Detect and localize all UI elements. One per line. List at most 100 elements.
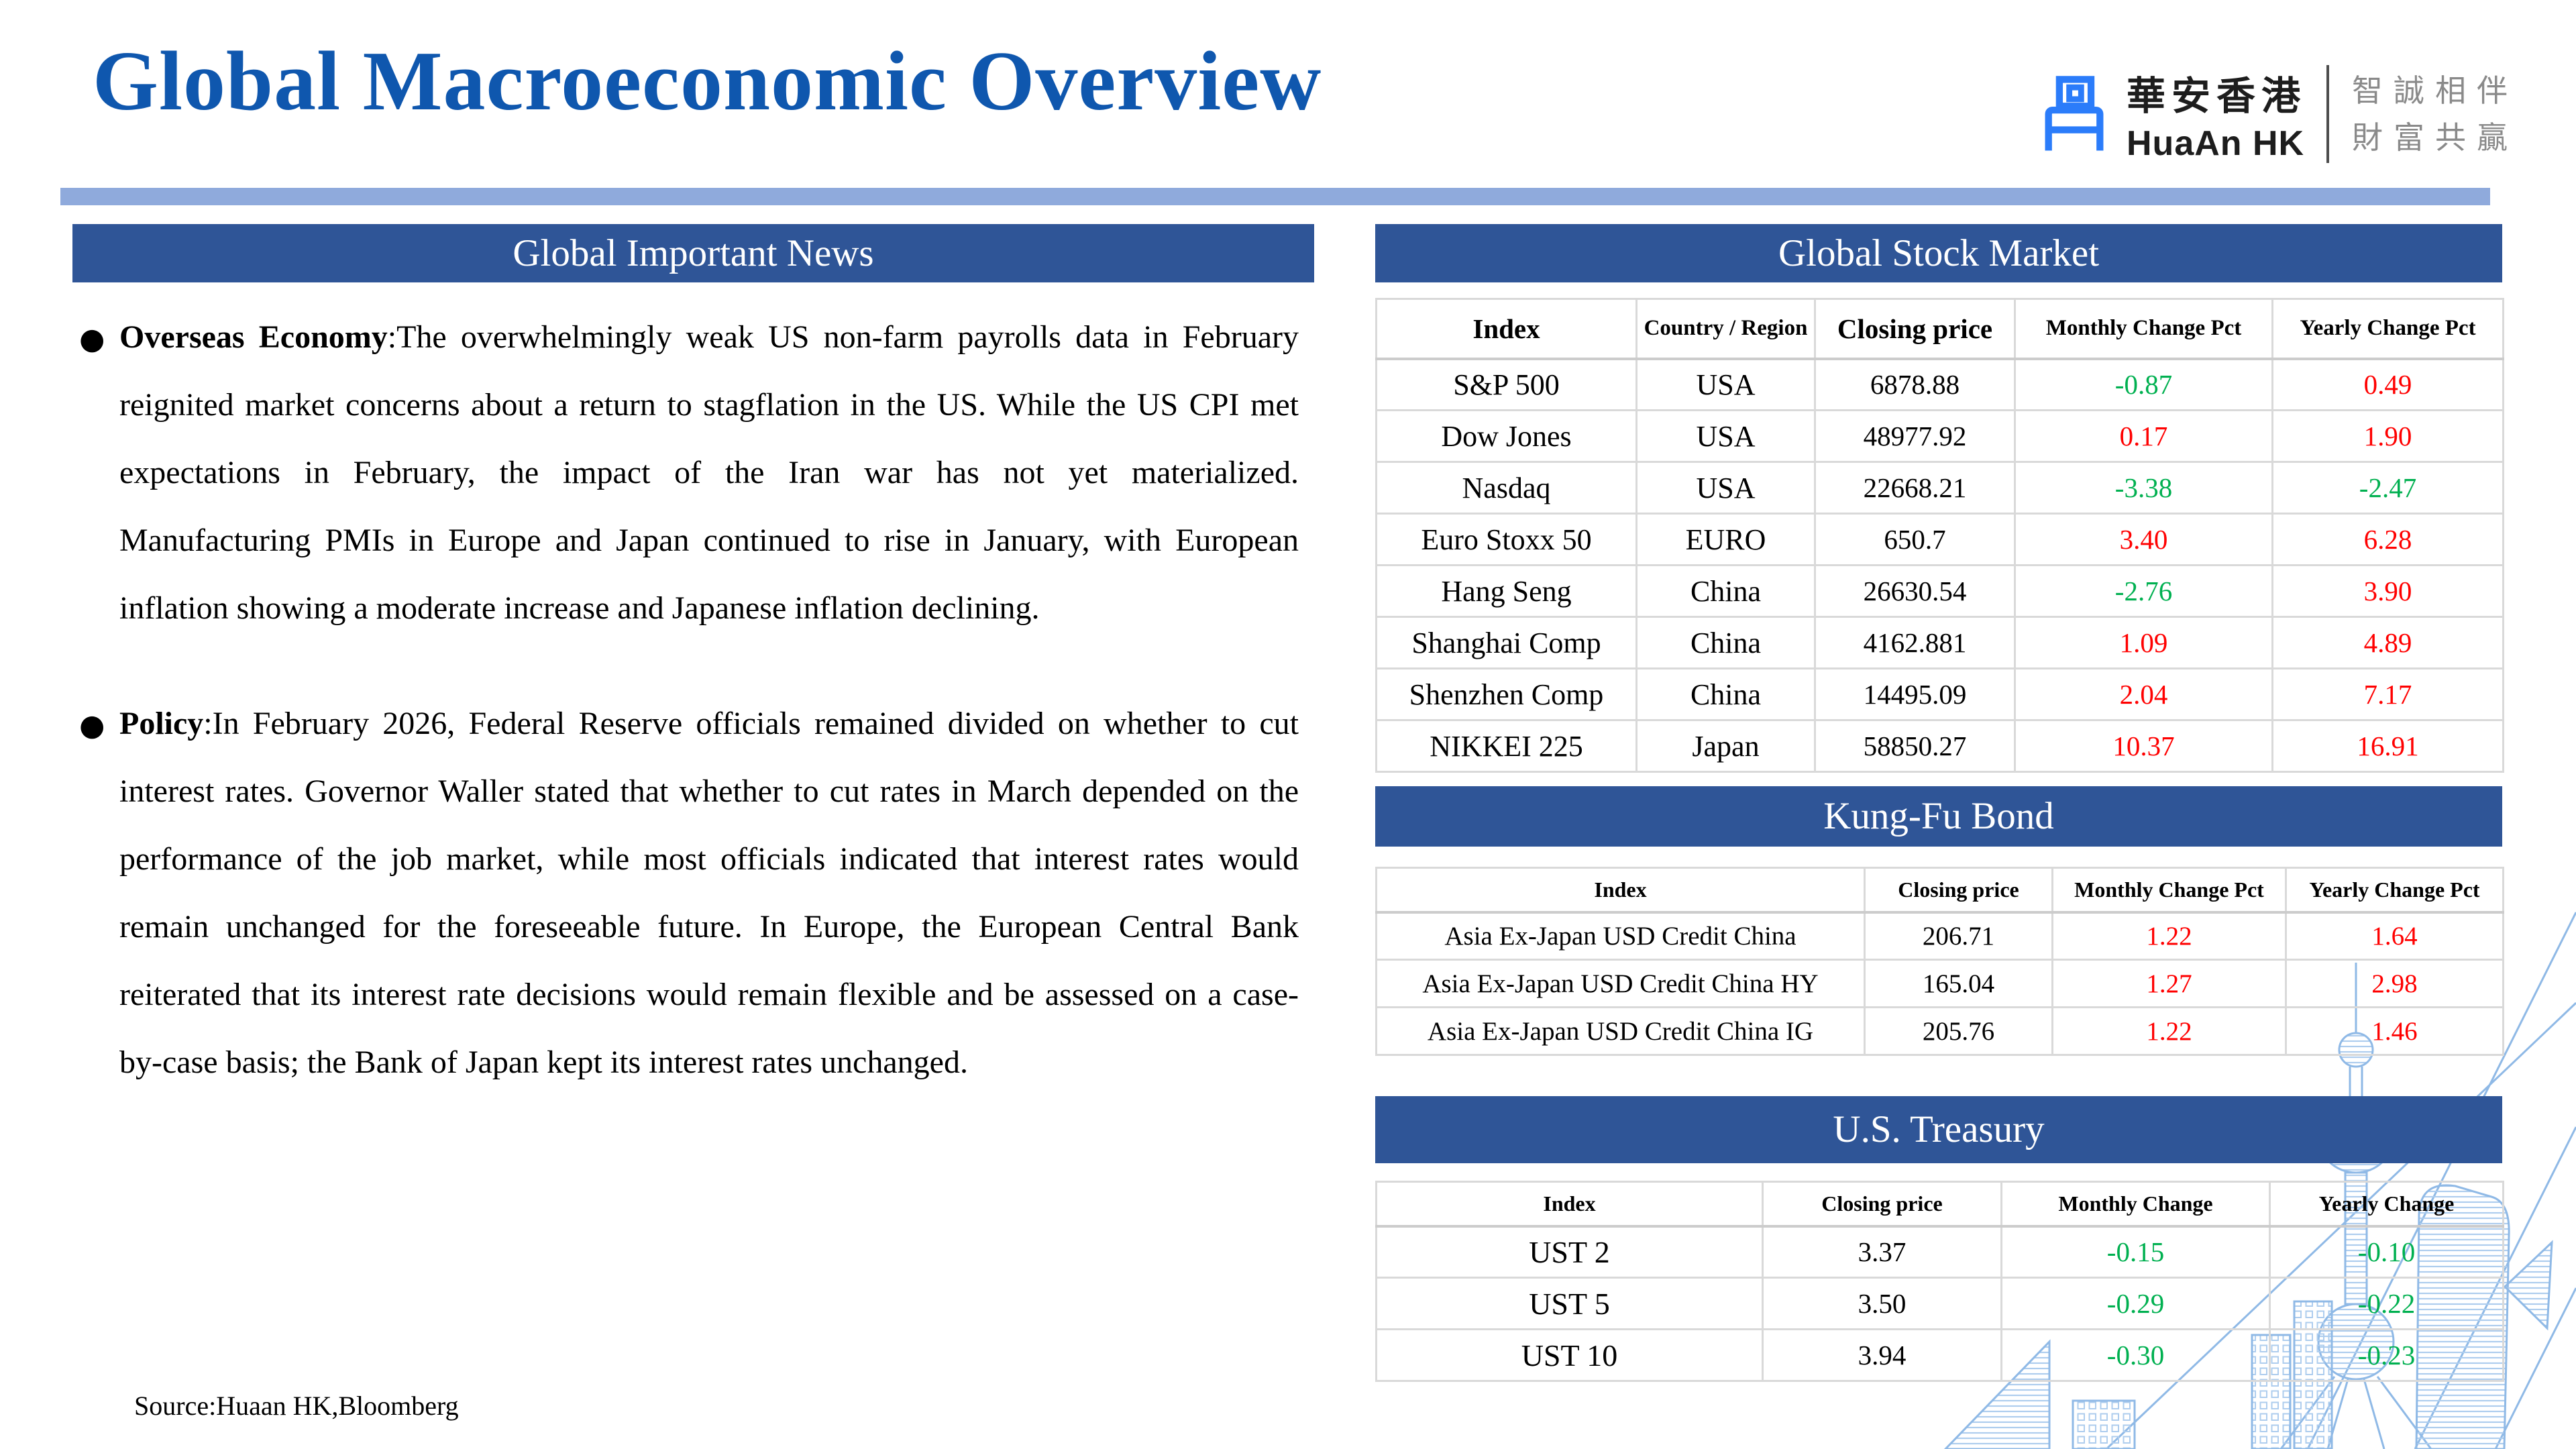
yearly-change-cell: 2.98 xyxy=(2285,959,2504,1008)
region-cell: USA xyxy=(1635,358,1816,411)
table-row: UST 5 3.50 -0.29 -0.22 xyxy=(1375,1277,2504,1330)
yearly-change-cell: 1.46 xyxy=(2285,1006,2504,1056)
monthly-change-cell: -3.38 xyxy=(2014,461,2273,515)
column-header-monthly: Monthly Change Pct xyxy=(2014,298,2273,360)
table-row: Shanghai Comp China 4162.881 1.09 4.89 xyxy=(1375,616,2504,669)
close-cell: 6878.88 xyxy=(1814,358,2016,411)
table-row: Euro Stoxx 50 EURO 650.7 3.40 6.28 xyxy=(1375,513,2504,566)
index-cell: Hang Seng xyxy=(1375,564,1638,618)
column-header-yearly: Yearly Change xyxy=(2269,1181,2504,1228)
yearly-change-cell: 0.49 xyxy=(2271,358,2504,411)
close-cell: 650.7 xyxy=(1814,513,2016,566)
region-cell: EURO xyxy=(1635,513,1816,566)
column-header-index: Index xyxy=(1375,867,1866,914)
close-cell: 48977.92 xyxy=(1814,409,2016,463)
stock-panel-header: Global Stock Market xyxy=(1375,224,2502,282)
news-bullet-policy: ● Policy:In February 2026, Federal Reserv… xyxy=(79,690,1299,1096)
region-cell: China xyxy=(1635,564,1816,618)
index-cell: Nasdaq xyxy=(1375,461,1638,515)
index-cell: NIKKEI 225 xyxy=(1375,719,1638,773)
column-header-region: Country / Region xyxy=(1635,298,1816,360)
index-cell: Asia Ex-Japan USD Credit China xyxy=(1375,911,1866,961)
index-cell: Asia Ex-Japan USD Credit China HY xyxy=(1375,959,1866,1008)
monthly-change-cell: 1.22 xyxy=(2051,1006,2287,1056)
column-header-monthly: Monthly Change xyxy=(2000,1181,2271,1228)
yearly-change-cell: -0.22 xyxy=(2269,1277,2504,1330)
yearly-change-cell: 16.91 xyxy=(2271,719,2504,773)
monthly-change-cell: -2.76 xyxy=(2014,564,2273,618)
yearly-change-cell: 7.17 xyxy=(2271,667,2504,721)
table-row: UST 10 3.94 -0.30 -0.23 xyxy=(1375,1328,2504,1382)
monthly-change-cell: -0.87 xyxy=(2014,358,2273,411)
close-cell: 14495.09 xyxy=(1814,667,2016,721)
yearly-change-cell: -0.10 xyxy=(2269,1225,2504,1279)
treasury-panel-header: U.S. Treasury xyxy=(1375,1096,2502,1163)
monthly-change-cell: 3.40 xyxy=(2014,513,2273,566)
column-header-close: Closing price xyxy=(1762,1181,2002,1228)
source-note: Source:Huaan HK,Bloomberg xyxy=(134,1391,459,1421)
region-cell: USA xyxy=(1635,409,1816,463)
bullet-icon: ● xyxy=(79,708,105,743)
yearly-change-cell: 1.64 xyxy=(2285,911,2504,961)
close-cell: 3.50 xyxy=(1762,1277,2002,1330)
huaan-logo: 華安香港 HuaAn HK 智誠相伴 財富共贏 xyxy=(2037,64,2518,164)
table-row: UST 2 3.37 -0.15 -0.10 xyxy=(1375,1225,2504,1279)
huaan-logo-icon xyxy=(2045,76,2104,151)
stock-market-table: Index Country / Region Closing price Mon… xyxy=(1375,298,2504,773)
column-header-monthly: Monthly Change Pct xyxy=(2051,867,2287,914)
yearly-change-cell: 4.89 xyxy=(2271,616,2504,669)
table-header-row: Index Closing price Monthly Change Yearl… xyxy=(1375,1181,2504,1228)
monthly-change-cell: 2.04 xyxy=(2014,667,2273,721)
close-cell: 58850.27 xyxy=(1814,719,2016,773)
monthly-change-cell: 1.09 xyxy=(2014,616,2273,669)
yearly-change-cell: 3.90 xyxy=(2271,564,2504,618)
monthly-change-cell: -0.15 xyxy=(2000,1225,2271,1279)
table-row: Dow Jones USA 48977.92 0.17 1.90 xyxy=(1375,409,2504,463)
table-row: Hang Seng China 26630.54 -2.76 3.90 xyxy=(1375,564,2504,618)
close-cell: 205.76 xyxy=(1864,1006,2053,1056)
yearly-change-cell: -2.47 xyxy=(2271,461,2504,515)
region-cell: Japan xyxy=(1635,719,1816,773)
monthly-change-cell: -0.29 xyxy=(2000,1277,2271,1330)
column-header-index: Index xyxy=(1375,298,1638,360)
region-cell: USA xyxy=(1635,461,1816,515)
close-cell: 3.37 xyxy=(1762,1225,2002,1279)
index-cell: UST 2 xyxy=(1375,1225,1764,1279)
bullet-label: Policy xyxy=(119,706,204,741)
index-cell: Shenzhen Comp xyxy=(1375,667,1638,721)
index-cell: S&P 500 xyxy=(1375,358,1638,411)
monthly-change-cell: 1.22 xyxy=(2051,911,2287,961)
news-bullet-overseas-economy: ● Overseas Economy:The overwhelmingly wea… xyxy=(79,303,1299,642)
index-cell: Dow Jones xyxy=(1375,409,1638,463)
logo-divider xyxy=(2326,65,2330,163)
bond-table: Index Closing price Monthly Change Pct Y… xyxy=(1375,867,2504,1056)
bullet-text: :In February 2026, Federal Reserve offic… xyxy=(119,706,1299,1080)
treasury-table: Index Closing price Monthly Change Yearl… xyxy=(1375,1181,2504,1382)
table-row: Nasdaq USA 22668.21 -3.38 -2.47 xyxy=(1375,461,2504,515)
index-cell: UST 10 xyxy=(1375,1328,1764,1382)
column-header-yearly: Yearly Change Pct xyxy=(2271,298,2504,360)
table-row: NIKKEI 225 Japan 58850.27 10.37 16.91 xyxy=(1375,719,2504,773)
logo-cn-name: 華安香港 xyxy=(2127,74,2307,118)
region-cell: China xyxy=(1635,616,1816,669)
table-row: Shenzhen Comp China 14495.09 2.04 7.17 xyxy=(1375,667,2504,721)
column-header-close: Closing price xyxy=(1814,298,2016,360)
monthly-change-cell: 1.27 xyxy=(2051,959,2287,1008)
yearly-change-cell: -0.23 xyxy=(2269,1328,2504,1382)
table-row: Asia Ex-Japan USD Credit China HY 165.04… xyxy=(1375,959,2504,1008)
news-panel-header: Global Important News xyxy=(72,224,1314,282)
column-header-close: Closing price xyxy=(1864,867,2053,914)
monthly-change-cell: -0.30 xyxy=(2000,1328,2271,1382)
table-row: Asia Ex-Japan USD Credit China IG 205.76… xyxy=(1375,1006,2504,1056)
page-title: Global Macroeconomic Overview xyxy=(93,35,1322,128)
monthly-change-cell: 10.37 xyxy=(2014,719,2273,773)
close-cell: 4162.881 xyxy=(1814,616,2016,669)
index-cell: Shanghai Comp xyxy=(1375,616,1638,669)
table-row: S&P 500 USA 6878.88 -0.87 0.49 xyxy=(1375,358,2504,411)
yearly-change-cell: 1.90 xyxy=(2271,409,2504,463)
region-cell: China xyxy=(1635,667,1816,721)
close-cell: 26630.54 xyxy=(1814,564,2016,618)
table-header-row: Index Closing price Monthly Change Pct Y… xyxy=(1375,867,2504,914)
index-cell: UST 5 xyxy=(1375,1277,1764,1330)
bullet-label: Overseas Economy xyxy=(119,319,388,355)
